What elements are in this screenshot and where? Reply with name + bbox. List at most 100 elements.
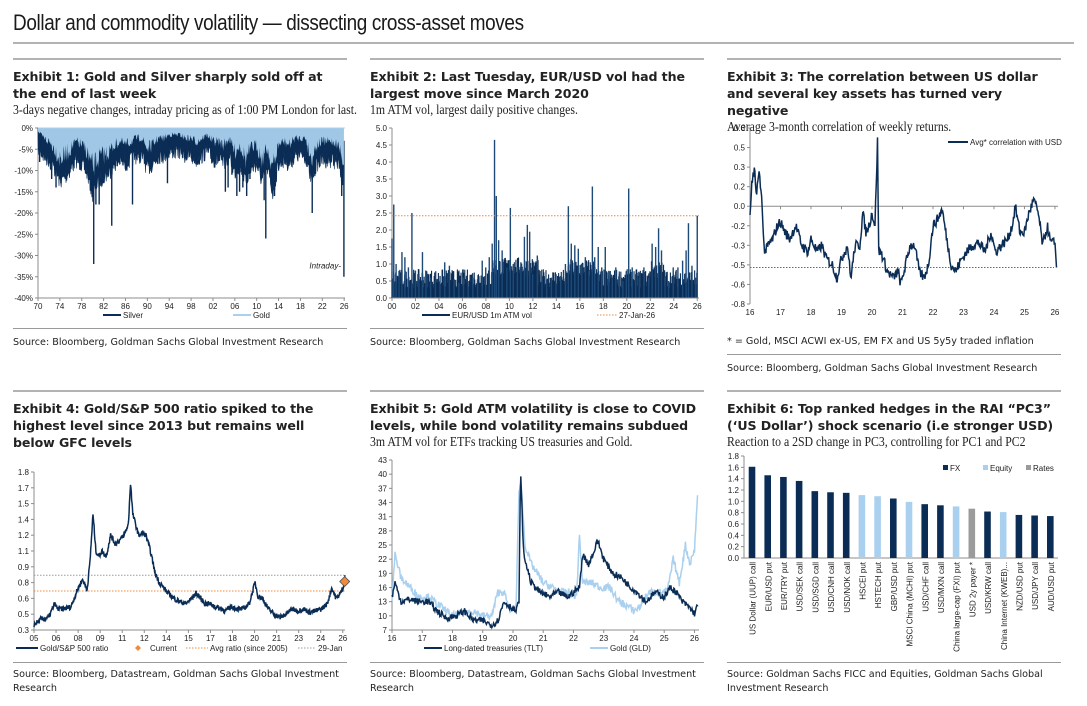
tlt-line bbox=[391, 476, 699, 630]
exhibit-3-title: Exhibit 3: The correlation between US do… bbox=[727, 69, 1038, 118]
bar-fx bbox=[1031, 515, 1038, 558]
legend-vol-label: EUR/USD 1m ATM vol bbox=[452, 311, 532, 320]
bar-fx bbox=[1047, 516, 1054, 558]
exhibit-6-source: Source: Goldman Sachs FICC and Equities,… bbox=[727, 669, 1043, 694]
x-tick-label: 09 bbox=[96, 634, 105, 643]
x-tick-label: 26 bbox=[340, 302, 349, 311]
y-tick-label: -0.8 bbox=[731, 300, 745, 309]
legend-equity-label: Equity bbox=[990, 464, 1012, 473]
legend-gold-label: Gold bbox=[253, 311, 270, 320]
y-tick-label: 1.2 bbox=[18, 531, 30, 540]
x-tick-label: 14 bbox=[552, 302, 561, 311]
y-tick-label: 16 bbox=[378, 584, 387, 593]
y-tick-label: 4.0 bbox=[376, 158, 388, 167]
x-tick-label: 12 bbox=[528, 302, 537, 311]
ex4-svg: 1.8 1.7 1.5 1.4 1.2 1.1 0.9 0.8 0.6 0.5 0.305 06 08 0… bbox=[16, 468, 351, 653]
y-tick-label: 0.5 bbox=[18, 610, 30, 619]
y-tick-label: 0.9 bbox=[18, 563, 30, 572]
y-tick-label: 0.8 bbox=[728, 509, 740, 518]
exhibit-6-subtitle: Reaction to a 2SD change in PC3, control… bbox=[727, 434, 1026, 449]
exhibit-5-panel: Exhibit 5: Gold ATM volatility is close … bbox=[370, 390, 704, 450]
x-tick-label: 26 bbox=[693, 302, 702, 311]
y-tick-label: 37 bbox=[378, 484, 387, 493]
y-tick-label: 22 bbox=[378, 555, 387, 564]
x-tick-label: 18 bbox=[599, 302, 608, 311]
x-tick-label: 20 bbox=[509, 634, 518, 643]
source-divider bbox=[13, 662, 347, 663]
ex2-svg: 5.0 4.5 4.0 3.5 3.0 2.5 2.0 1.5 1.0 0.5 0.000 02 04 0… bbox=[376, 124, 702, 320]
x-tick-label: 18 bbox=[448, 634, 457, 643]
x-tick-label: 24 bbox=[630, 634, 639, 643]
x-tick-label: 06 bbox=[52, 634, 61, 643]
exhibit-4-chart: 1.8 1.7 1.5 1.4 1.2 1.1 0.9 0.8 0.6 0.5 0.3 05 06 08 0… bbox=[8, 452, 353, 660]
y-tick-label: 0.6 bbox=[734, 124, 746, 133]
exhibit-2-chart: 5.0 4.5 4.0 3.5 3.0 2.5 2.0 1.5 1.0 0.5 0.0 00 02 04 0… bbox=[362, 120, 707, 320]
gold-gld-line bbox=[391, 483, 699, 622]
exhibit-1-chart: 0% -5% -10% -15% -20% -25% -30% -35% -40% 70 74 78 8… bbox=[8, 120, 353, 320]
y-tick-label: 43 bbox=[378, 456, 387, 465]
category-label: GBP/USD put bbox=[890, 561, 899, 611]
category-label: USD/KRW call bbox=[984, 562, 993, 614]
legend-tlt-label: Long-dated treasuries (TLT) bbox=[444, 644, 543, 653]
x-tick-label: 10 bbox=[505, 302, 514, 311]
source-divider bbox=[727, 354, 1061, 355]
x-tick-label: 17 bbox=[206, 634, 215, 643]
y-tick-label: 3.0 bbox=[376, 192, 388, 201]
x-tick-label: 14 bbox=[274, 302, 283, 311]
x-tick-label: 02 bbox=[209, 302, 218, 311]
y-tick-label: 0.0 bbox=[728, 554, 740, 563]
exhibit-3-subtitle: Average 3-month correlation of weekly re… bbox=[727, 119, 952, 134]
legend-rates-swatch bbox=[1026, 465, 1031, 470]
y-tick-label: 1.1 bbox=[18, 547, 30, 556]
y-tick-label: 28 bbox=[378, 527, 387, 536]
y-tick-label: 0.2 bbox=[728, 543, 740, 552]
x-tick-label: 11 bbox=[118, 634, 127, 643]
y-tick-label: 4.5 bbox=[376, 141, 388, 150]
legend-equity-swatch bbox=[983, 465, 988, 470]
category-label: HSTECH put bbox=[874, 561, 883, 608]
y-tick-label: -0.2 bbox=[731, 222, 745, 231]
y-tick-label: 0.3 bbox=[18, 626, 30, 635]
exhibit-4-source: Source: Bloomberg, Datastream, Goldman S… bbox=[13, 669, 339, 694]
x-tick-label: 06 bbox=[230, 302, 239, 311]
x-tick-label: 24 bbox=[990, 308, 999, 317]
x-tick-label: 02 bbox=[411, 302, 420, 311]
x-tick-label: 74 bbox=[55, 302, 64, 311]
y-tick-label: 34 bbox=[378, 499, 387, 508]
y-tick-label: 1.4 bbox=[18, 515, 30, 524]
exhibit-2-subtitle: 1m ATM vol, largest daily positive chang… bbox=[370, 102, 578, 117]
ex6-svg: 1.8 1.6 1.4 1.2 1.0 0.8 0.6 0.4 0.2 0.0 US Dollar … bbox=[728, 452, 1058, 652]
exhibit-divider bbox=[727, 58, 1061, 60]
category-label: USD/MXN call bbox=[937, 562, 946, 613]
bar-fx bbox=[795, 480, 803, 558]
y-tick-label: 0% bbox=[21, 124, 33, 133]
legend-correlation-label: Avg* correlation with USD bbox=[970, 138, 1062, 147]
bar-fx bbox=[984, 511, 991, 558]
y-tick-label: 10 bbox=[378, 612, 387, 621]
legend-fx-label: FX bbox=[950, 464, 961, 473]
y-tick-label: -15% bbox=[14, 188, 33, 197]
x-tick-label: 22 bbox=[646, 302, 655, 311]
x-tick-label: 04 bbox=[435, 302, 444, 311]
bar-fx bbox=[937, 505, 944, 558]
y-tick-label: -30% bbox=[14, 252, 33, 261]
x-tick-label: 22 bbox=[569, 634, 578, 643]
y-tick-label: -0.6 bbox=[731, 280, 745, 289]
bar-fx bbox=[827, 492, 834, 558]
exhibit-6-panel: Exhibit 6: Top ranked hedges in the RAI … bbox=[727, 390, 1061, 450]
legend-rates-label: Rates bbox=[1033, 464, 1054, 473]
y-tick-label: 1.7 bbox=[18, 484, 30, 493]
y-tick-label: 7 bbox=[383, 626, 388, 635]
bar-fx bbox=[780, 476, 787, 558]
exhibit-5-subtitle: 3m ATM vol for ETFs tracking US treasuri… bbox=[370, 434, 633, 449]
category-label: AUD/USD put bbox=[1047, 561, 1056, 611]
x-tick-label: 08 bbox=[74, 634, 83, 643]
y-tick-label: 1.2 bbox=[728, 486, 740, 495]
x-tick-label: 20 bbox=[868, 308, 877, 317]
y-tick-label: -35% bbox=[14, 273, 33, 282]
y-tick-label: 0.5 bbox=[376, 277, 388, 286]
y-tick-label: 1.8 bbox=[18, 468, 30, 477]
y-tick-label: 40 bbox=[378, 470, 387, 479]
exhibit-2-title: Exhibit 2: Last Tuesday, EUR/USD vol had… bbox=[370, 69, 685, 101]
